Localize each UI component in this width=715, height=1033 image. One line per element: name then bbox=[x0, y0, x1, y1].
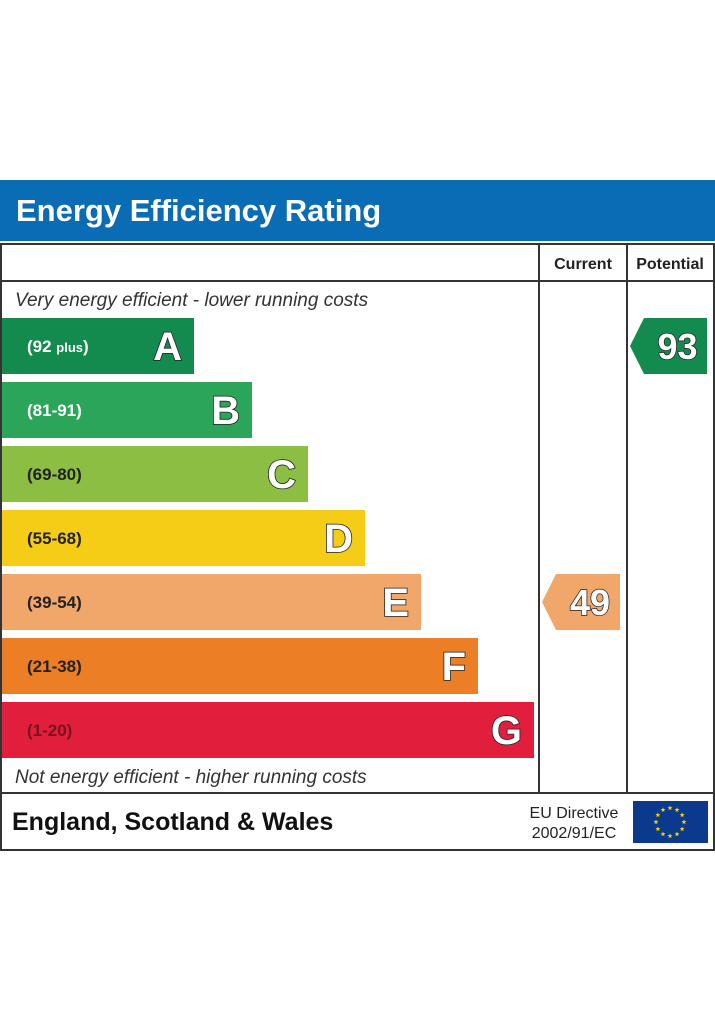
band-bar bbox=[2, 638, 478, 694]
column-header-current: Current bbox=[554, 256, 612, 273]
band-a: (92 plus) A bbox=[2, 318, 194, 374]
band-bar bbox=[2, 574, 421, 630]
footer-directive-line2: 2002/91/EC bbox=[532, 825, 617, 842]
potential-rating-arrow-value: 93 bbox=[657, 326, 697, 367]
current-rating-arrow-value: 49 bbox=[570, 582, 610, 623]
header-bar bbox=[0, 180, 715, 241]
current-rating-arrow-shape bbox=[542, 574, 620, 630]
star-icon bbox=[655, 812, 661, 818]
table-frame bbox=[0, 243, 715, 851]
column-header-potential: Potential bbox=[636, 256, 704, 273]
eu-flag-icon bbox=[633, 801, 708, 843]
footer-directive-line1: EU Directive bbox=[530, 805, 619, 822]
star-icon bbox=[681, 819, 687, 825]
star-icon bbox=[679, 826, 685, 832]
band-range-label: (81-91) bbox=[27, 401, 82, 420]
band-letter: B bbox=[211, 389, 240, 433]
footer-region: England, Scotland & Wales bbox=[12, 808, 333, 836]
band-range-label: (69-80) bbox=[27, 465, 82, 484]
star-icon bbox=[674, 831, 680, 837]
band-letter: E bbox=[382, 581, 409, 625]
band-range-label: (1-20) bbox=[27, 721, 72, 740]
note-bottom: Not energy efficient - higher running co… bbox=[15, 767, 367, 788]
band-letter: D bbox=[324, 517, 353, 561]
band-bar bbox=[2, 702, 534, 758]
star-icon bbox=[667, 833, 673, 839]
note-top: Very energy efficient - lower running co… bbox=[15, 290, 369, 311]
band-bar bbox=[2, 382, 252, 438]
star-icon bbox=[679, 812, 685, 818]
band-bar bbox=[2, 510, 365, 566]
star-icon bbox=[660, 807, 666, 812]
potential-rating-arrow: 93 bbox=[630, 318, 707, 374]
band-range-label: (55-68) bbox=[27, 529, 82, 548]
current-rating-arrow: 49 bbox=[542, 574, 620, 630]
band-bar bbox=[2, 446, 308, 502]
star-icon bbox=[674, 807, 680, 812]
band-c: (69-80) C bbox=[2, 446, 308, 502]
star-icon bbox=[655, 826, 661, 832]
band-g: (1-20) G bbox=[2, 702, 534, 758]
band-letter: G bbox=[491, 709, 522, 753]
band-d: (55-68) D bbox=[2, 510, 365, 566]
band-range-label: (39-54) bbox=[27, 593, 82, 612]
potential-rating-arrow-shape bbox=[630, 318, 707, 374]
rating-arrows: 49 93 bbox=[542, 318, 707, 630]
band-b: (81-91) B bbox=[2, 382, 252, 438]
band-range-label: (21-38) bbox=[27, 657, 82, 676]
star-icon bbox=[667, 805, 673, 811]
band-f: (21-38) F bbox=[2, 638, 478, 694]
band-letter: F bbox=[442, 645, 466, 689]
star-icon bbox=[653, 819, 659, 825]
band-bar bbox=[2, 318, 194, 374]
band-e: (39-54) E bbox=[2, 574, 421, 630]
band-letter: C bbox=[267, 453, 296, 497]
star-icon bbox=[660, 831, 666, 837]
rating-bands: (92 plus) A (81-91) B (69-80) C (55-68) D (39-54… bbox=[2, 318, 534, 758]
band-range-label: (92 plus) bbox=[27, 337, 89, 356]
header-title: Energy Efficiency Rating bbox=[16, 193, 381, 228]
band-letter: A bbox=[153, 325, 182, 369]
